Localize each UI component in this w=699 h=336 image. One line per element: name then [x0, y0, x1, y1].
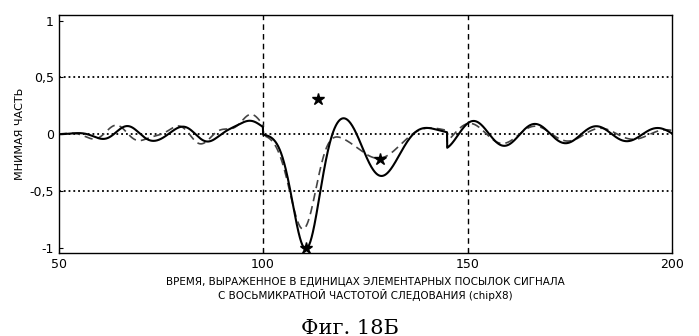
Y-axis label: МНИМАЯ ЧАСТЬ: МНИМАЯ ЧАСТЬ [15, 88, 25, 180]
Text: Фиг. 18Б: Фиг. 18Б [301, 319, 398, 336]
X-axis label: ВРЕМЯ, ВЫРАЖЕННОЕ В ЕДИНИЦАХ ЭЛЕМЕНТАРНЫХ ПОСЫЛОК СИГНАЛА
С ВОСЬМИКРАТНОЙ ЧАСТОТ: ВРЕМЯ, ВЫРАЖЕННОЕ В ЕДИНИЦАХ ЭЛЕМЕНТАРНЫ… [166, 277, 565, 301]
